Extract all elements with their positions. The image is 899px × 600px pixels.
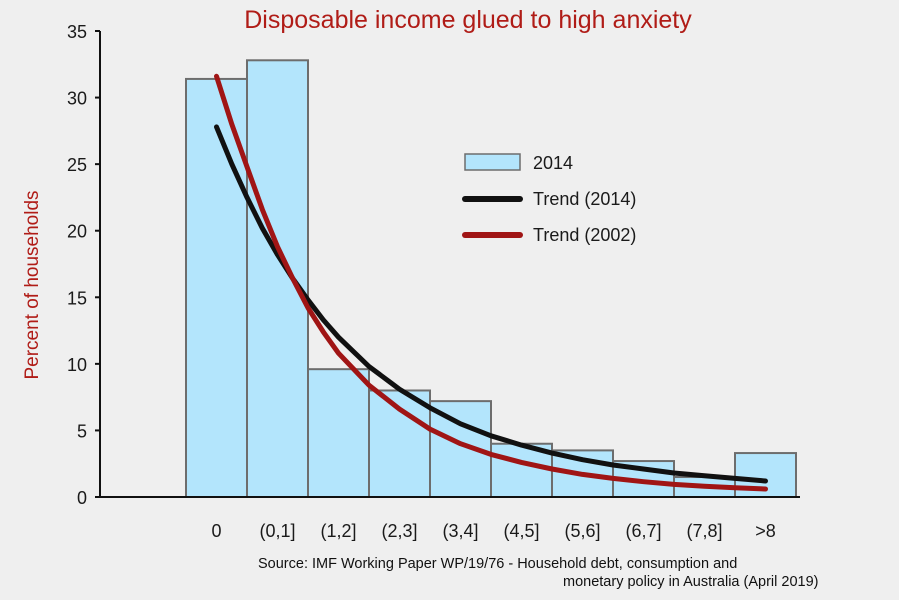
x-tick-label: 0 bbox=[211, 521, 221, 541]
x-tick-label: (3,4] bbox=[442, 521, 478, 541]
legend-label-2014: 2014 bbox=[533, 153, 573, 173]
bar-group bbox=[185, 59, 797, 499]
x-tick-label: (0,1] bbox=[259, 521, 295, 541]
y-tick-label: 5 bbox=[77, 421, 87, 441]
x-tick-label: (2,3] bbox=[381, 521, 417, 541]
bar-3 bbox=[307, 368, 370, 499]
source-line-1: Source: IMF Working Paper WP/19/76 - Hou… bbox=[258, 556, 738, 572]
x-tick-label: (5,6] bbox=[564, 521, 600, 541]
trend-line-2002 bbox=[214, 73, 768, 492]
legend-label-trend-2014: Trend (2014) bbox=[533, 189, 636, 209]
chart-title: Disposable income glued to high anxiety bbox=[244, 6, 692, 34]
y-tick-label: 30 bbox=[67, 89, 87, 109]
x-tick-label: (6,7] bbox=[625, 521, 661, 541]
y-tick-label: 35 bbox=[67, 22, 87, 42]
x-tick-label: (7,8] bbox=[686, 521, 722, 541]
trend-lines bbox=[214, 73, 768, 492]
x-tick-label: (1,2] bbox=[320, 521, 356, 541]
x-tick-label: >8 bbox=[755, 521, 776, 541]
legend-swatch-2014 bbox=[464, 153, 521, 171]
y-tick-label: 15 bbox=[67, 288, 87, 308]
y-tick-label: 0 bbox=[77, 488, 87, 508]
x-tick-label: (4,5] bbox=[503, 521, 539, 541]
source-line-2: monetary policy in Australia (April 2019… bbox=[563, 574, 819, 590]
axes: 0 5 10 15 20 25 30 35 0 (0,1] (1,2] (2,3] (3,4] (4,5]… bbox=[67, 22, 800, 541]
bar-1 bbox=[185, 77, 248, 498]
source-note: Source: IMF Working Paper WP/19/76 - Hou… bbox=[258, 555, 818, 591]
y-tick-label: 25 bbox=[67, 155, 87, 175]
legend-label-trend-2002: Trend (2002) bbox=[533, 225, 636, 245]
y-tick-label: 20 bbox=[67, 222, 87, 242]
y-tick-label: 10 bbox=[67, 355, 87, 375]
legend: 2014 Trend (2014) Trend (2002) bbox=[462, 153, 636, 245]
trend-line-2014 bbox=[214, 124, 768, 484]
bar-2 bbox=[246, 59, 309, 498]
